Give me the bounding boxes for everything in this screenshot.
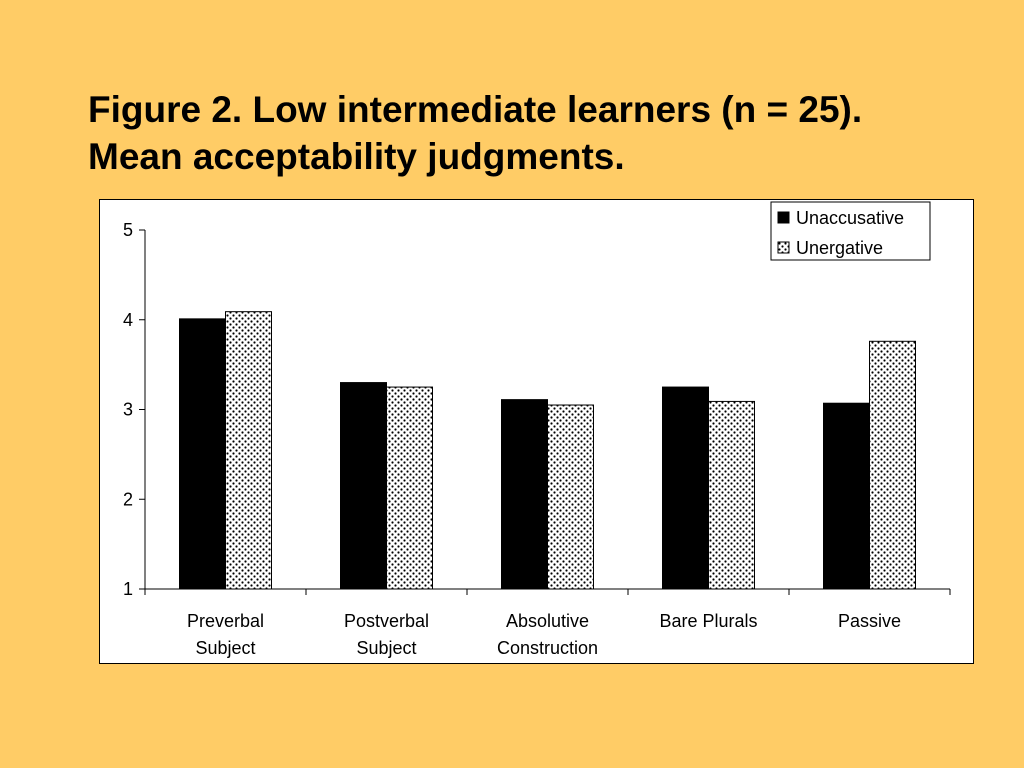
bar-unergative-1 (386, 386, 433, 590)
x-tick-label-1-1: Subject (356, 638, 416, 658)
x-tick-label-4-0: Passive (838, 611, 901, 631)
bar-unaccusative-0 (179, 318, 226, 590)
bar-unergative-3 (708, 400, 755, 590)
y-tick-label-1: 1 (123, 579, 133, 599)
legend-swatch-unaccusative (777, 211, 790, 224)
y-tick-label-2: 2 (123, 489, 133, 509)
chart-area: 1 2 3 4 5 Preverbal Subject Postverbal Subject Ab… (99, 199, 974, 664)
x-tick-label-1-0: Postverbal (344, 611, 429, 631)
bar-unergative-4 (869, 340, 916, 590)
bar-unaccusative-3 (662, 386, 709, 590)
x-tick-label-2-0: Absolutive (506, 611, 589, 631)
bar-unaccusative-1 (340, 382, 387, 590)
bar-unaccusative-4 (823, 402, 870, 590)
y-tick-label-4: 4 (123, 310, 133, 330)
legend-box (770, 201, 931, 261)
legend-label-unaccusative: Unaccusative (796, 208, 904, 228)
title-line-2: Mean acceptability judgments. (88, 136, 625, 177)
y-tick-label-5: 5 (123, 220, 133, 240)
y-tick-label-3: 3 (123, 400, 133, 420)
title-line-1: Figure 2. Low intermediate learners (n =… (88, 89, 863, 130)
x-tick-label-3-0: Bare Plurals (659, 611, 757, 631)
bar-unaccusative-2 (501, 399, 548, 590)
legend-label-unergative: Unergative (796, 238, 883, 258)
page-title: Figure 2. Low intermediate learners (n =… (88, 86, 862, 180)
bar-unergative-0 (225, 311, 272, 590)
bar-chart: 1 2 3 4 5 Preverbal Subject Postverbal Subject Ab… (123, 201, 951, 658)
legend-swatch-unergative (777, 241, 790, 254)
x-tick-label-2-1: Construction (497, 638, 598, 658)
bar-unergative-2 (547, 404, 594, 590)
x-tick-label-0-0: Preverbal (187, 611, 264, 631)
x-tick-label-0-1: Subject (195, 638, 255, 658)
